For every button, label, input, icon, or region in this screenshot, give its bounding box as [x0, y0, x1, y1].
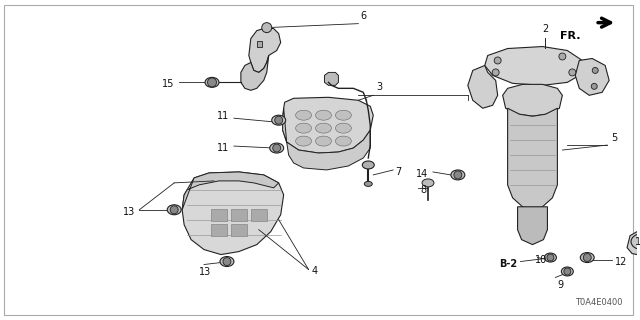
Ellipse shape — [335, 123, 351, 133]
Text: 9: 9 — [557, 280, 563, 291]
Text: T0A4E0400: T0A4E0400 — [575, 298, 622, 307]
Ellipse shape — [316, 136, 332, 146]
Circle shape — [494, 57, 501, 64]
Ellipse shape — [631, 234, 640, 250]
Text: 14: 14 — [416, 169, 428, 179]
Polygon shape — [518, 207, 547, 244]
Polygon shape — [182, 172, 278, 210]
Text: 10: 10 — [534, 254, 547, 265]
Ellipse shape — [545, 253, 556, 262]
Text: 6: 6 — [360, 11, 367, 21]
Text: FR.: FR. — [560, 31, 580, 41]
Text: 4: 4 — [312, 267, 317, 276]
Text: 2: 2 — [542, 24, 548, 34]
Circle shape — [273, 144, 281, 152]
Ellipse shape — [205, 77, 219, 87]
Text: 8: 8 — [420, 185, 426, 195]
Circle shape — [223, 258, 231, 266]
Ellipse shape — [335, 136, 351, 146]
Polygon shape — [249, 28, 281, 72]
Ellipse shape — [220, 257, 234, 267]
Circle shape — [564, 268, 571, 275]
Ellipse shape — [422, 179, 434, 187]
Polygon shape — [502, 84, 563, 116]
Polygon shape — [231, 224, 247, 236]
Ellipse shape — [296, 123, 312, 133]
Circle shape — [592, 68, 598, 73]
Circle shape — [262, 23, 272, 33]
Text: 13: 13 — [199, 268, 211, 277]
Polygon shape — [241, 55, 269, 90]
Circle shape — [583, 253, 591, 261]
Ellipse shape — [296, 110, 312, 120]
Ellipse shape — [269, 143, 284, 153]
Circle shape — [207, 78, 216, 87]
Text: 12: 12 — [615, 257, 627, 267]
Polygon shape — [283, 108, 371, 170]
Text: B-2: B-2 — [499, 259, 518, 268]
Text: 5: 5 — [611, 133, 618, 143]
Text: 1: 1 — [635, 236, 640, 247]
Ellipse shape — [451, 170, 465, 180]
Polygon shape — [211, 224, 227, 236]
Circle shape — [559, 53, 566, 60]
Text: 7: 7 — [395, 167, 401, 177]
Polygon shape — [257, 41, 262, 46]
Polygon shape — [508, 108, 557, 210]
Polygon shape — [324, 72, 339, 85]
Polygon shape — [211, 209, 227, 221]
Circle shape — [547, 254, 554, 261]
Polygon shape — [182, 172, 284, 254]
Polygon shape — [251, 209, 267, 221]
Circle shape — [591, 83, 597, 89]
Text: 11: 11 — [217, 111, 229, 121]
Polygon shape — [484, 46, 582, 85]
Polygon shape — [468, 66, 498, 108]
Polygon shape — [283, 97, 373, 153]
Ellipse shape — [335, 110, 351, 120]
Polygon shape — [627, 232, 640, 256]
Circle shape — [569, 69, 576, 76]
Ellipse shape — [362, 161, 374, 169]
Circle shape — [275, 116, 283, 124]
Ellipse shape — [316, 110, 332, 120]
Text: 13: 13 — [123, 207, 136, 217]
Text: 3: 3 — [376, 82, 382, 92]
Polygon shape — [575, 59, 609, 95]
Circle shape — [454, 171, 462, 179]
Ellipse shape — [296, 136, 312, 146]
Ellipse shape — [580, 252, 594, 262]
Polygon shape — [231, 209, 247, 221]
Text: 11: 11 — [217, 143, 229, 153]
Ellipse shape — [316, 123, 332, 133]
Ellipse shape — [561, 267, 573, 276]
Ellipse shape — [272, 115, 285, 125]
Ellipse shape — [364, 181, 372, 186]
Circle shape — [170, 206, 178, 214]
Ellipse shape — [167, 205, 181, 215]
Text: 15: 15 — [162, 79, 174, 89]
Circle shape — [492, 69, 499, 76]
